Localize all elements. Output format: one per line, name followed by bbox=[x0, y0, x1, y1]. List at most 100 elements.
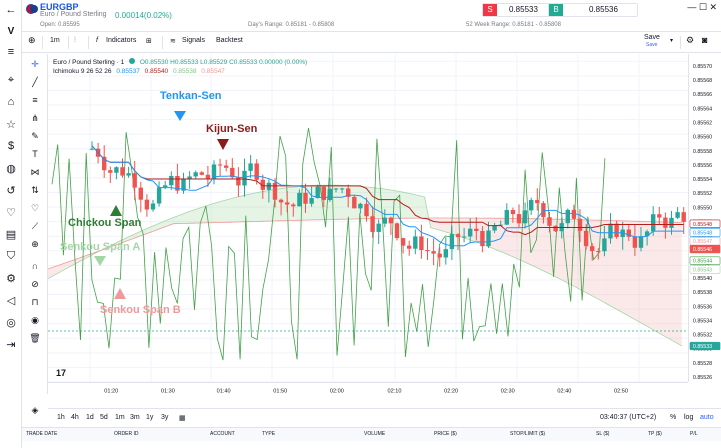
col-price[interactable]: PRICE ($) bbox=[434, 431, 457, 437]
buy-button[interactable]: B 0.85536 bbox=[548, 3, 638, 17]
logout-icon[interactable]: ⇥ bbox=[6, 339, 16, 351]
crosshair-icon[interactable]: ⌖ bbox=[7, 74, 15, 86]
settings-icon[interactable]: ⚙ bbox=[6, 273, 16, 285]
range-4h[interactable]: 4h bbox=[71, 414, 79, 421]
candle-body bbox=[614, 223, 619, 238]
kijun-sen-line bbox=[91, 145, 684, 236]
col-tp[interactable]: TP ($) bbox=[648, 431, 662, 437]
range-1y[interactable]: 1y bbox=[146, 414, 154, 421]
cloud-segment bbox=[229, 197, 237, 223]
col-sl[interactable]: SL ($) bbox=[596, 431, 610, 437]
prediction-icon[interactable]: ⇅ bbox=[31, 185, 39, 195]
market-open-dot-icon bbox=[129, 58, 135, 64]
lock-drawings-icon[interactable]: ⊘ bbox=[31, 279, 39, 289]
bank-icon[interactable]: ⌂ bbox=[7, 96, 15, 108]
chart-icon[interactable]: ▤ bbox=[5, 229, 17, 241]
log-toggle[interactable]: log bbox=[684, 414, 694, 421]
camera-icon[interactable]: ◙ bbox=[702, 35, 708, 45]
clock-display[interactable]: 03:40:37 (UTC+2) bbox=[600, 414, 657, 421]
heart-icon[interactable]: ♡ bbox=[6, 207, 16, 219]
candle-body bbox=[431, 251, 436, 254]
user-icon[interactable]: ◎ bbox=[6, 317, 16, 329]
price-tag-label: 0.85547 bbox=[693, 239, 712, 245]
price-axis[interactable]: 0.85570 0.85568 0.85566 0.85564 0.85562 0.855… bbox=[688, 54, 721, 382]
auto-toggle[interactable]: auto bbox=[700, 414, 714, 421]
pitchfork-icon[interactable]: ⋔ bbox=[31, 113, 39, 123]
candle-body bbox=[571, 209, 577, 219]
symbol-ticker[interactable]: EURGBP bbox=[40, 2, 79, 12]
time-axis[interactable]: 01:20 01:30 01:40 01:50 02:00 02:10 02:20 02:30… bbox=[48, 382, 688, 396]
chikou-span-label: Chickou Span bbox=[68, 217, 142, 229]
lock-icon[interactable]: ⊓ bbox=[31, 297, 39, 307]
candle-body bbox=[205, 174, 211, 179]
globe-icon[interactable]: ◍ bbox=[6, 163, 16, 175]
price-chart[interactable]: Tenkan-Sen Kijun-Sen Chickou Span Senkou Sp… bbox=[48, 54, 688, 382]
col-order-id[interactable]: ORDER ID bbox=[114, 431, 139, 437]
candle-body bbox=[358, 203, 363, 209]
kijun-sen-label: Kijun-Sen bbox=[206, 123, 258, 135]
col-pl[interactable]: P/L bbox=[690, 431, 698, 437]
cursor-cross-icon[interactable]: ✛ bbox=[31, 59, 39, 69]
backtest-button[interactable]: Backtest bbox=[216, 37, 243, 44]
add-symbol-icon[interactable]: ⊕ bbox=[28, 35, 36, 45]
indicators-button[interactable]: Indicators bbox=[106, 37, 137, 44]
indicators-icon[interactable]: f bbox=[96, 37, 98, 44]
menu-icon[interactable]: ≡ bbox=[7, 46, 15, 58]
candle-body bbox=[602, 238, 607, 252]
col-volume[interactable]: VOLUME bbox=[364, 431, 386, 437]
legend-title[interactable]: Euro / Pound Sterling · 1 bbox=[53, 59, 125, 66]
pattern-icon[interactable]: ⋈ bbox=[30, 167, 40, 177]
candle-body bbox=[522, 210, 528, 224]
chart-candles-icon[interactable]: ⫶ bbox=[74, 37, 76, 44]
back-arrow-icon[interactable]: ← bbox=[5, 4, 17, 16]
signals-button[interactable]: Signals bbox=[182, 37, 205, 44]
cloud-segment bbox=[656, 221, 663, 336]
text-tool-icon[interactable]: T bbox=[32, 149, 38, 159]
time-tick-label: 01:40 bbox=[217, 388, 231, 394]
shapes-icon[interactable]: ♡ bbox=[30, 203, 40, 213]
signals-icon[interactable]: ≋ bbox=[170, 38, 176, 45]
ichimoku-name[interactable]: Ichimoku 9 26 52 26 bbox=[53, 68, 112, 75]
candle-body bbox=[260, 179, 265, 190]
col-stop-limit[interactable]: STOP/LIMIT ($) bbox=[510, 431, 546, 437]
range-1m[interactable]: 1m bbox=[115, 414, 125, 421]
price-tick-label: 0.85560 bbox=[693, 135, 712, 141]
trash-icon[interactable]: 🗑 bbox=[29, 333, 41, 343]
candle-body bbox=[394, 223, 400, 239]
candle-body bbox=[236, 177, 241, 186]
zoom-in-icon[interactable]: ⊕ bbox=[31, 239, 39, 249]
range-1d[interactable]: 1d bbox=[86, 414, 94, 421]
layout-grid-icon[interactable]: ⊞ bbox=[146, 38, 152, 45]
star-icon[interactable]: ☆ bbox=[6, 119, 16, 131]
range-3y[interactable]: 3y bbox=[161, 414, 169, 421]
ruler-icon[interactable]: ⟋ bbox=[31, 221, 39, 231]
calendar-icon[interactable]: ▦ bbox=[179, 415, 186, 422]
trendline-icon[interactable]: ╱ bbox=[32, 77, 38, 87]
brush-icon[interactable]: ✎ bbox=[31, 131, 39, 141]
dollar-icon[interactable]: $ bbox=[7, 140, 15, 152]
save-dropdown-icon[interactable]: ▾ bbox=[670, 38, 674, 44]
eye-icon[interactable]: ◉ bbox=[31, 315, 39, 325]
percent-toggle[interactable]: % bbox=[670, 414, 677, 421]
cloud-segment bbox=[192, 208, 199, 224]
col-trade-date[interactable]: TRADE DATE bbox=[26, 431, 58, 437]
range-3m[interactable]: 3m bbox=[130, 414, 140, 421]
magnet-icon[interactable]: ∩ bbox=[31, 261, 39, 271]
save-button[interactable]: Save bbox=[644, 34, 660, 41]
candle-body bbox=[163, 185, 168, 188]
price-tag-label: 0.85546 bbox=[693, 247, 712, 253]
shield-icon[interactable]: ⛉ bbox=[6, 250, 16, 262]
settings-gear-icon[interactable]: ⚙ bbox=[686, 35, 695, 45]
window-controls[interactable]: — ☐ ✕ bbox=[687, 2, 717, 12]
horizontal-lines-icon[interactable]: ≡ bbox=[32, 95, 38, 105]
history-icon[interactable]: ↺ bbox=[6, 185, 16, 197]
layers-icon[interactable]: ◈ bbox=[31, 405, 39, 415]
interval-button[interactable]: 1m bbox=[50, 37, 60, 44]
range-5d[interactable]: 5d bbox=[100, 414, 108, 421]
symbol-change: 0.00014(0.02%) bbox=[115, 11, 172, 20]
price-tick-label: 0.85570 bbox=[693, 64, 712, 70]
col-type[interactable]: TYPE bbox=[262, 431, 276, 437]
range-1h[interactable]: 1h bbox=[57, 414, 65, 421]
megaphone-icon[interactable]: ◁ bbox=[6, 295, 16, 307]
col-account[interactable]: ACCOUNT bbox=[210, 431, 235, 437]
